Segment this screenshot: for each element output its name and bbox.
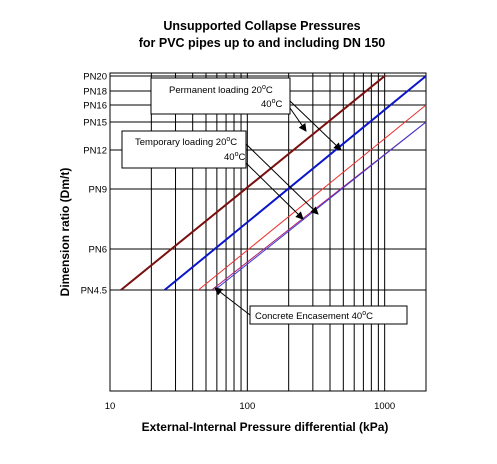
y-tick-label: PN16: [83, 101, 107, 112]
y-tick-label: PN15: [83, 118, 107, 129]
y-tick-label: PN6: [89, 245, 107, 256]
annotation-concrete-encasement: Concrete Encasement 40oC: [214, 287, 408, 325]
series-line-1: [120, 75, 386, 291]
series-line-5: [214, 121, 427, 291]
x-axis-label: External-Internal Pressure differential …: [142, 420, 389, 434]
y-tick-label: PN18: [83, 87, 107, 98]
annotation-permanent-line2: 40oC: [261, 98, 282, 110]
arrow-permanent-40: [289, 100, 342, 151]
plot-frame: [109, 72, 427, 392]
annotation-temporary-line1: Temporary loading 20oC: [135, 136, 237, 148]
y-tick-labels: PN20 PN18 PN16 PN15 PN12 PN9 PN6 PN4.5: [81, 72, 107, 297]
arrow-concrete: [214, 287, 251, 316]
y-tick-label: PN9: [89, 185, 107, 196]
vertical-gridlines: [109, 73, 427, 391]
annotation-box-temporary: [121, 130, 247, 169]
arrow-temporary-20: [245, 162, 304, 220]
y-tick-label: PN4.5: [81, 286, 107, 297]
annotation-temporary-line2: 40oC: [224, 151, 245, 163]
annotation-permanent-loading: Permanent loading 20oC 40oC: [150, 77, 342, 151]
y-tick-label: PN12: [83, 146, 107, 157]
arrow-permanent-20: [289, 107, 307, 132]
series-lines: [120, 75, 427, 291]
arrow-temporary-40: [245, 143, 319, 215]
y-tick-label: PN20: [83, 72, 107, 83]
annotation-temporary-loading: Temporary loading 20oC 40oC: [121, 130, 319, 220]
x-tick-label: 10: [105, 401, 116, 412]
chart-title-line1: Unsupported Collapse Pressures: [163, 19, 360, 33]
annotation-permanent-line1: Permanent loading 20oC: [169, 84, 273, 96]
y-axis-label: Dimension ratio (Dm/t): [58, 168, 72, 297]
x-tick-label: 1000: [374, 401, 395, 412]
series-line-2: [163, 75, 427, 291]
chart-title-line2: for PVC pipes up to and including DN 150: [139, 36, 386, 50]
annotation-concrete-text: Concrete Encasement 40oC: [255, 310, 373, 322]
x-tick-labels: 10 100 1000: [105, 401, 396, 412]
annotation-box-permanent: [150, 77, 291, 115]
x-tick-label: 100: [239, 401, 255, 412]
series-line-3: [198, 104, 427, 291]
